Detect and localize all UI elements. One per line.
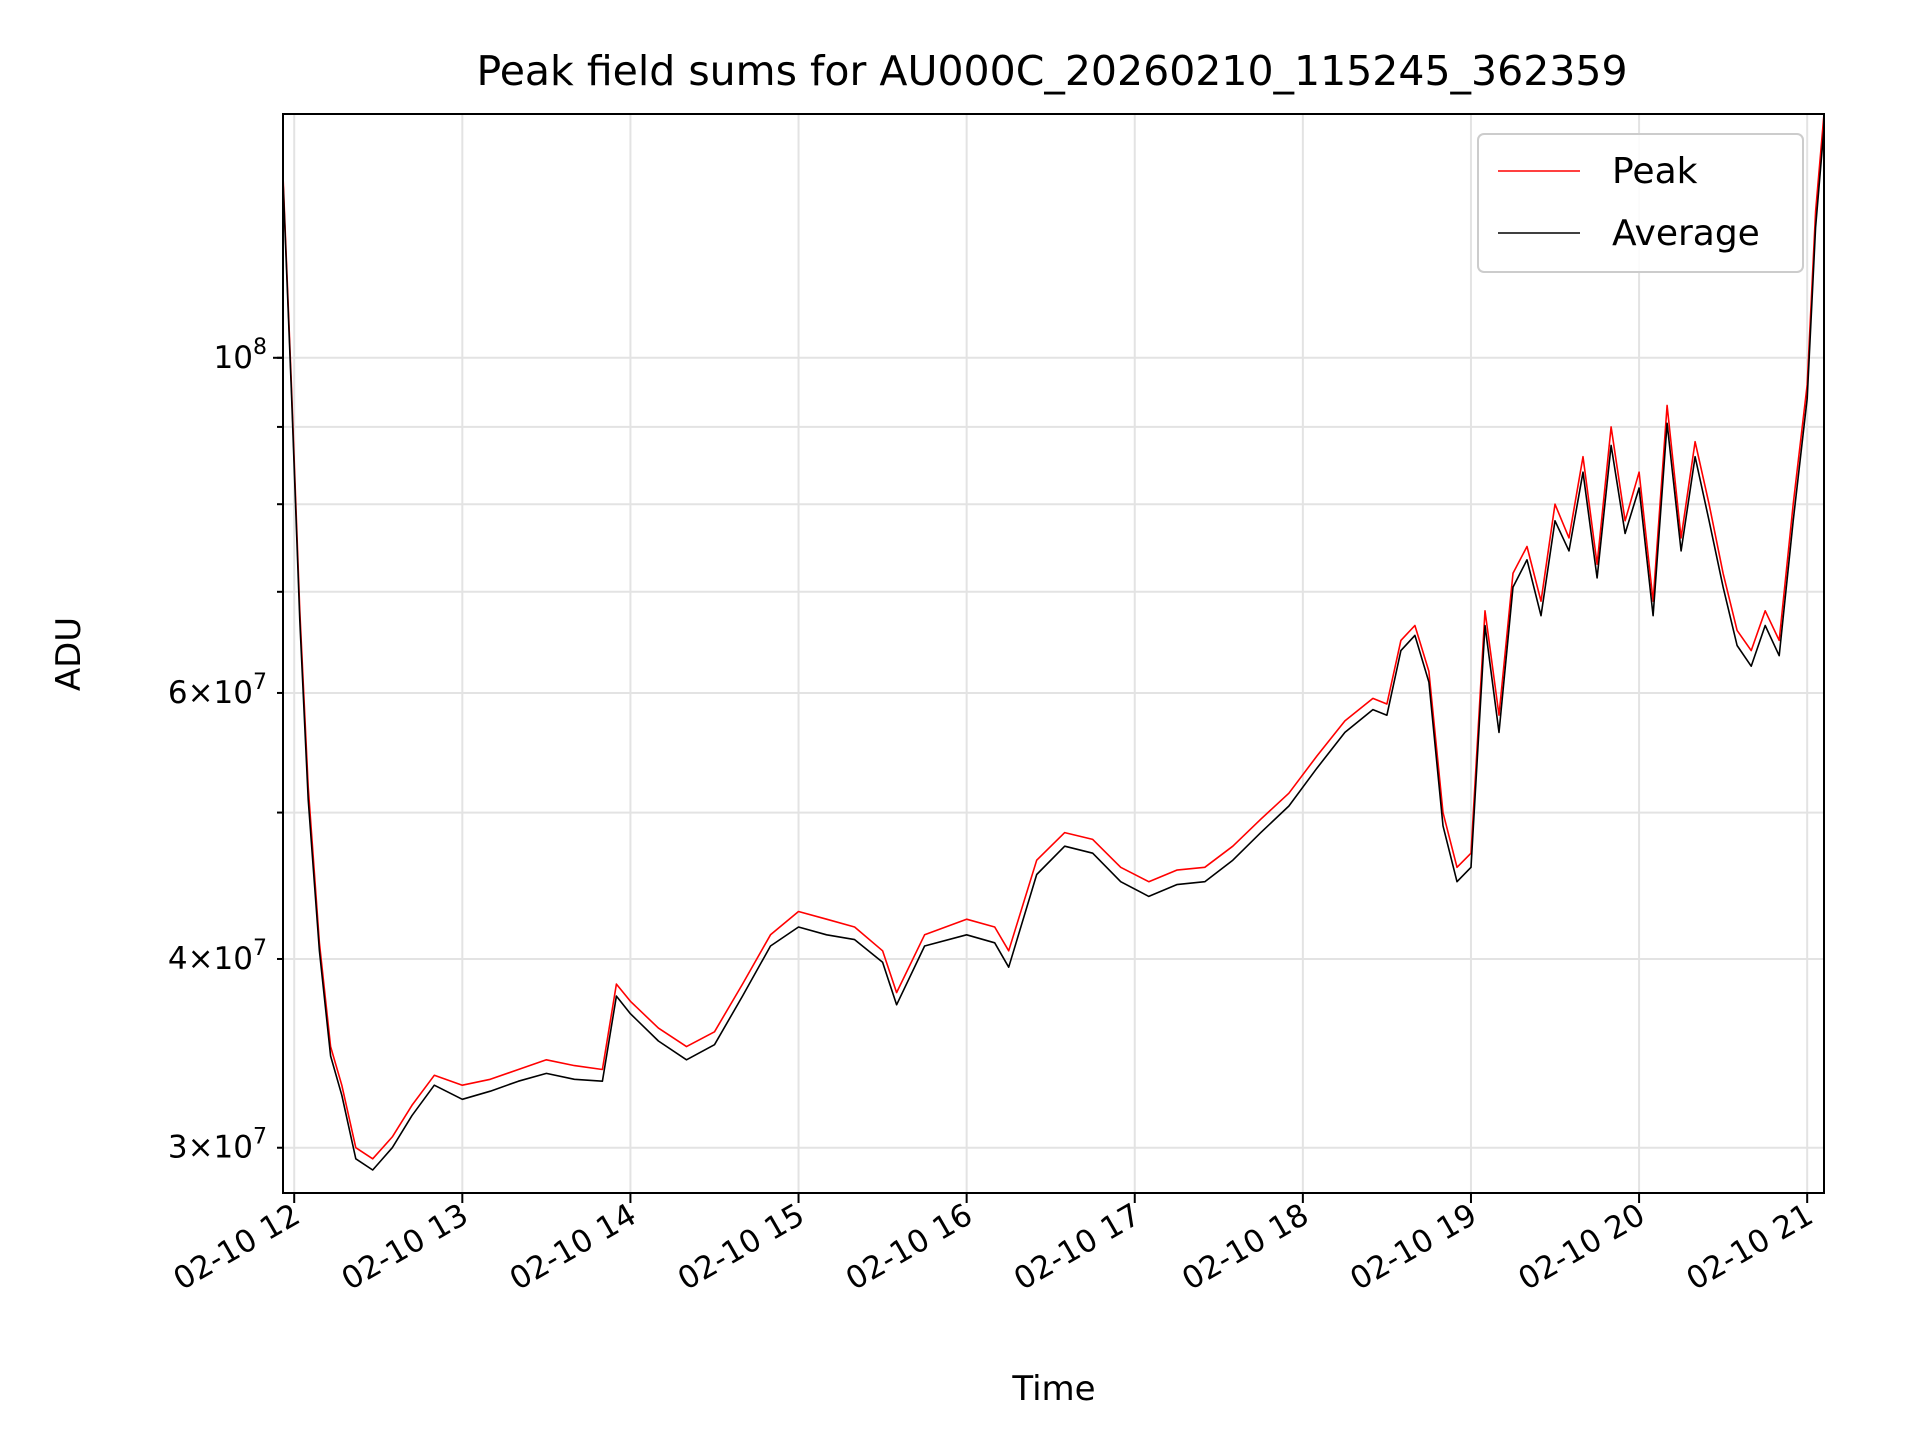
chart-title: Peak field sums for AU000C_20260210_1152… xyxy=(476,47,1627,95)
legend-label-peak: Peak xyxy=(1612,151,1698,192)
legend-box xyxy=(1477,133,1804,273)
plot-lines xyxy=(282,113,1825,1171)
series-line-average xyxy=(282,127,1825,1171)
plot-frame xyxy=(282,113,1825,1194)
legend-label-average: Average xyxy=(1612,213,1760,254)
y-tick-label: 4×107 xyxy=(168,936,267,977)
y-tick-label: 108 xyxy=(214,335,267,376)
legend: Peak Average xyxy=(1477,133,1804,273)
y-tick-label: 6×107 xyxy=(168,670,267,711)
y-tick-label: 3×107 xyxy=(168,1125,267,1166)
series-line-peak xyxy=(282,113,1825,1160)
x-axis-label: Time xyxy=(1011,1369,1095,1409)
y-axis-label: ADU xyxy=(49,617,89,691)
